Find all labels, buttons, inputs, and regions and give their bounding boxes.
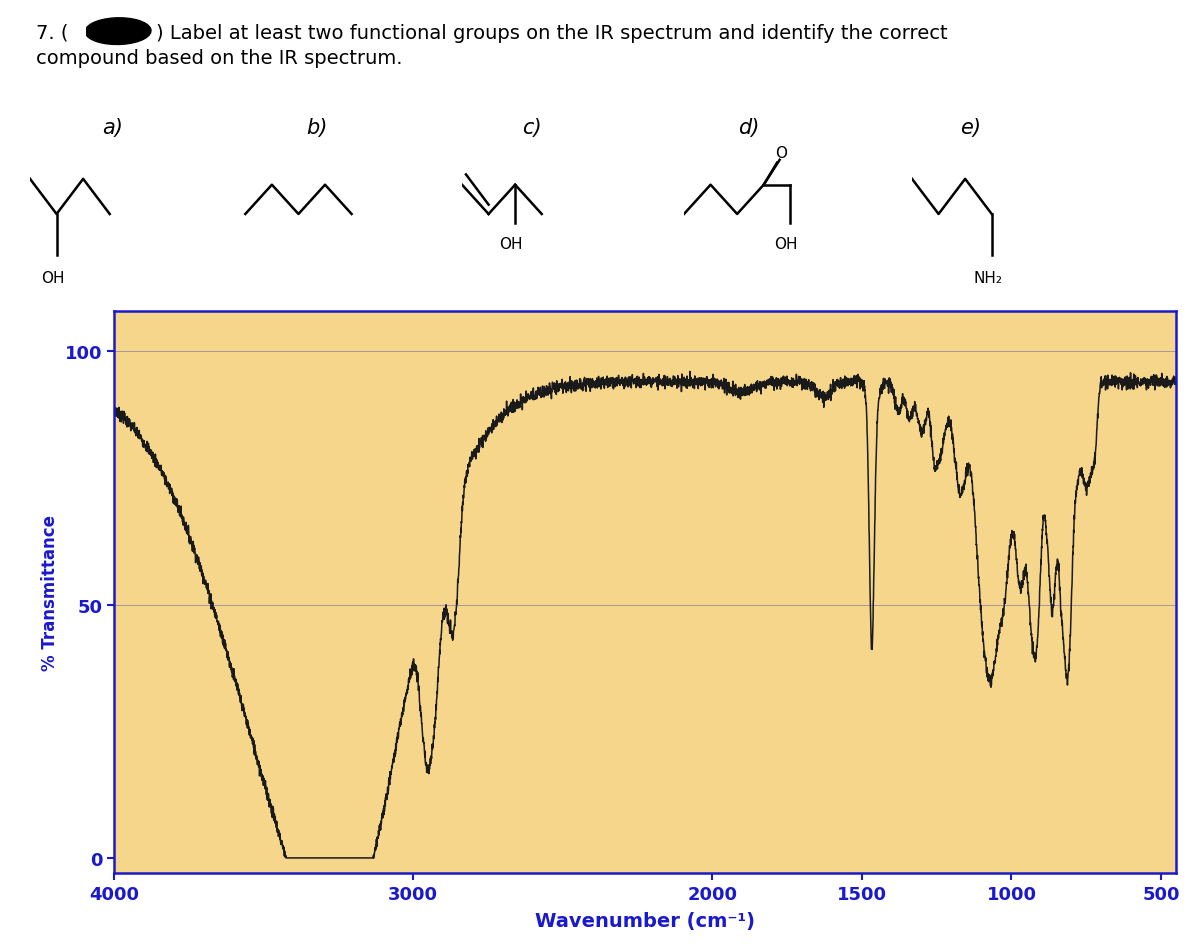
Text: ) Label at least two functional groups on the IR spectrum and identify the corre: ) Label at least two functional groups o…: [156, 24, 948, 42]
Text: d): d): [738, 118, 760, 138]
Text: e): e): [960, 118, 982, 138]
Text: compound based on the IR spectrum.: compound based on the IR spectrum.: [36, 49, 402, 68]
Text: OH: OH: [774, 237, 798, 252]
Text: OH: OH: [41, 270, 65, 285]
Text: NH₂: NH₂: [973, 270, 1002, 285]
Ellipse shape: [85, 19, 151, 45]
Text: a): a): [102, 118, 122, 138]
Text: 7. (: 7. (: [36, 24, 68, 42]
Text: O: O: [775, 145, 787, 160]
Text: OH: OH: [499, 237, 523, 252]
Text: b): b): [306, 118, 328, 138]
Y-axis label: % Transmittance: % Transmittance: [41, 514, 59, 670]
Text: c): c): [522, 118, 541, 138]
X-axis label: Wavenumber (cm⁻¹): Wavenumber (cm⁻¹): [535, 911, 755, 930]
